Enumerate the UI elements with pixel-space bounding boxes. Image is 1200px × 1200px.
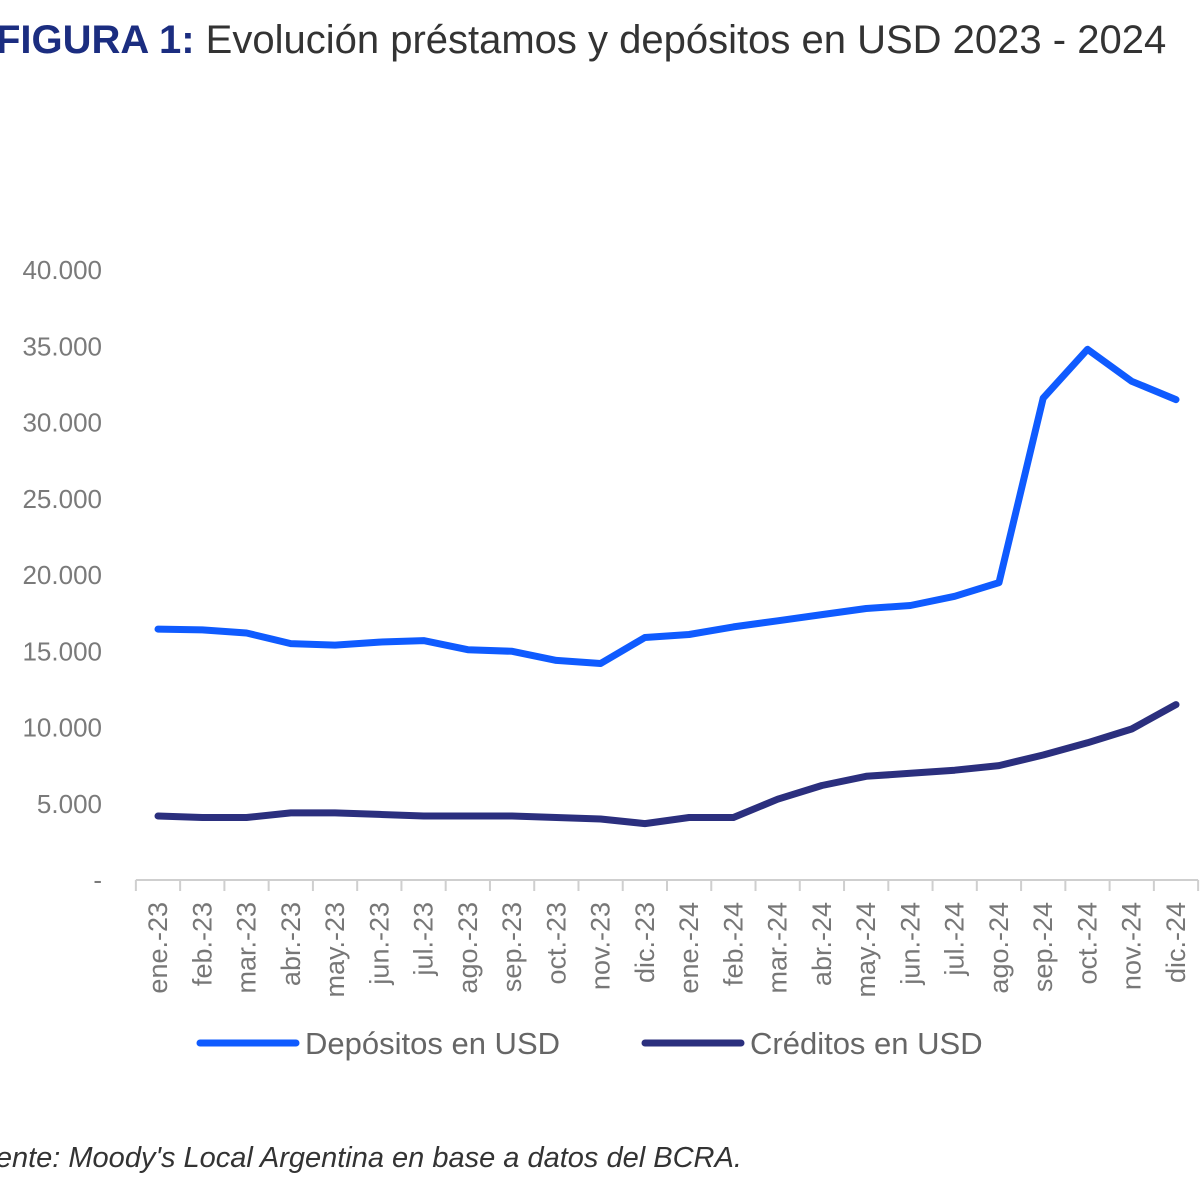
x-tick-label: feb.-23 xyxy=(187,902,217,986)
x-tick-label: sep.-24 xyxy=(1028,902,1058,992)
x-tick-label: nov.-23 xyxy=(586,902,616,990)
x-tick-label: jun.-23 xyxy=(364,902,394,986)
y-tick-label: 5.000 xyxy=(37,789,102,819)
y-tick-label: 35.000 xyxy=(22,331,102,361)
x-tick-label: feb.-24 xyxy=(718,902,748,986)
x-tick-label: mar.-24 xyxy=(763,902,793,994)
x-tick-label: mar.-23 xyxy=(232,902,262,994)
y-tick-label: 15.000 xyxy=(22,636,102,666)
x-tick-label: nov.-24 xyxy=(1117,902,1147,990)
x-tick-label: jun.-24 xyxy=(895,902,925,986)
x-tick-label: dic.-24 xyxy=(1161,902,1191,983)
x-tick-label: jul.-23 xyxy=(409,902,439,977)
y-tick-label: 20.000 xyxy=(22,560,102,590)
x-tick-label: oct.-24 xyxy=(1072,902,1102,985)
y-tick-label: 30.000 xyxy=(22,408,102,438)
series-line-depositos xyxy=(154,345,1180,667)
source-note: Fuente: Moody's Local Argentina en base … xyxy=(0,1142,742,1174)
x-tick-label: ene.-24 xyxy=(674,902,704,994)
figure-title: FIGURA 1: Evolución préstamos y depósito… xyxy=(0,18,1166,63)
x-tick-label: oct.-23 xyxy=(541,902,571,985)
x-tick-label: ene.-23 xyxy=(143,902,173,994)
x-tick-label: abr.-24 xyxy=(807,902,837,986)
x-tick-label: ago.-24 xyxy=(984,902,1014,994)
y-tick-label: - xyxy=(93,865,102,895)
legend-label: Depósitos en USD xyxy=(305,1026,560,1061)
x-tick-label: jul.-24 xyxy=(940,902,970,977)
x-tick-label: abr.-23 xyxy=(276,902,306,986)
y-tick-label: 10.000 xyxy=(22,713,102,743)
y-tick-label: 25.000 xyxy=(22,484,102,514)
series-line-creditos xyxy=(154,701,1180,828)
x-tick-label: may.-23 xyxy=(320,902,350,998)
figure-title-text: Evolución préstamos y depósitos en USD 2… xyxy=(205,18,1167,62)
x-tick-label: ago.-23 xyxy=(453,902,483,994)
y-tick-label: 40.000 xyxy=(22,255,102,285)
x-tick-label: dic.-23 xyxy=(630,902,660,983)
x-tick-label: sep.-23 xyxy=(497,902,527,992)
figure-number: FIGURA 1: xyxy=(0,18,195,62)
legend-label: Créditos en USD xyxy=(750,1026,983,1061)
x-tick-label: may.-24 xyxy=(851,902,881,998)
